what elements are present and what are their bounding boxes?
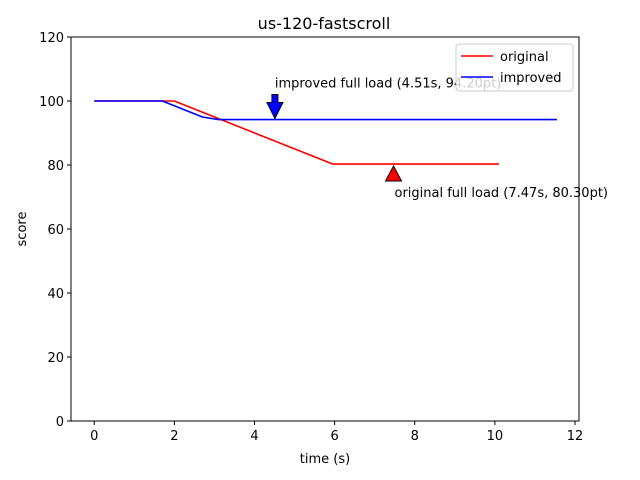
legend-label-original: original <box>500 50 549 65</box>
y-tick-label: 60 <box>47 223 64 238</box>
x-tick-label: 10 <box>487 429 504 444</box>
x-tick-label: 6 <box>330 429 338 444</box>
x-axis-ticks: 0 2 4 6 8 10 12 <box>90 421 583 444</box>
y-tick-label: 120 <box>39 31 64 46</box>
up-triangle-icon <box>384 164 403 182</box>
x-axis-label: time (s) <box>300 452 350 467</box>
series-line-improved <box>94 100 557 121</box>
x-tick-label: 0 <box>90 429 98 444</box>
y-tick-label: 40 <box>47 287 64 302</box>
x-tick-label: 2 <box>170 429 178 444</box>
x-tick-label: 12 <box>567 429 584 444</box>
y-tick-label: 20 <box>47 351 64 366</box>
legend-label-improved: improved <box>500 71 561 86</box>
annotation-label: improved full load (4.51s, 94.20pt) <box>275 77 501 92</box>
plot-area: improved full load (4.51s, 94.20pt)origi… <box>39 31 608 444</box>
series-layer <box>94 100 557 165</box>
chart-title: us-120-fastscroll <box>258 14 391 33</box>
series-line-original <box>94 100 499 165</box>
x-tick-label: 4 <box>250 429 258 444</box>
y-tick-label: 0 <box>56 415 64 430</box>
down-arrow-icon <box>266 94 284 120</box>
axes-frame <box>70 36 580 422</box>
annotation-layer: improved full load (4.51s, 94.20pt) origi… <box>266 77 609 201</box>
x-tick-label: 8 <box>411 429 419 444</box>
annotation-label: original full load (7.47s, 80.30pt) <box>395 186 609 201</box>
legend: original improved <box>455 43 574 92</box>
y-tick-label: 80 <box>47 159 64 174</box>
y-axis-label: score <box>15 212 30 247</box>
y-axis-ticks: 0 20 40 60 80 100 120 <box>39 31 71 430</box>
y-tick-label: 100 <box>39 95 64 110</box>
